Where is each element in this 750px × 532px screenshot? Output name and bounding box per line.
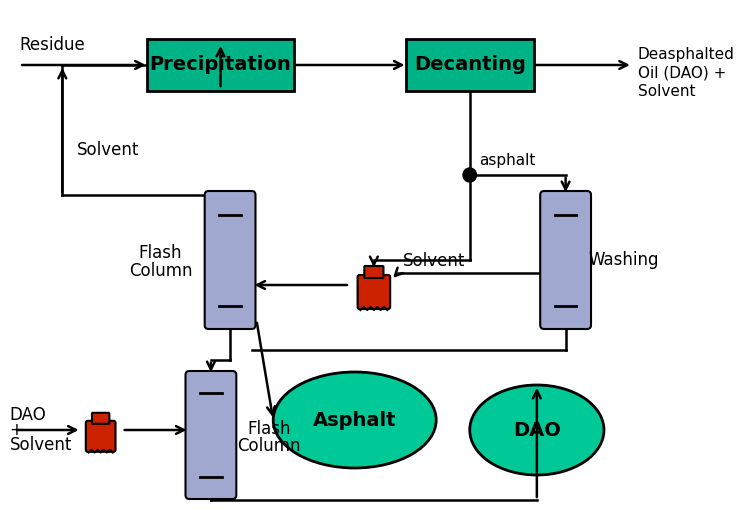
FancyBboxPatch shape	[364, 266, 383, 278]
FancyBboxPatch shape	[147, 39, 294, 91]
Ellipse shape	[470, 385, 604, 475]
Text: Residue: Residue	[20, 36, 85, 54]
Text: Flash: Flash	[139, 245, 182, 262]
FancyBboxPatch shape	[86, 421, 116, 452]
Text: Solvent: Solvent	[638, 84, 695, 98]
Text: DAO: DAO	[10, 406, 46, 424]
Text: +: +	[10, 421, 23, 439]
Text: Solvent: Solvent	[76, 141, 139, 159]
FancyBboxPatch shape	[205, 191, 256, 329]
Text: Asphalt: Asphalt	[313, 411, 397, 429]
Text: Precipitation: Precipitation	[149, 55, 291, 74]
Text: Oil (DAO) +: Oil (DAO) +	[638, 65, 726, 80]
Ellipse shape	[273, 372, 436, 468]
Text: Deasphalted: Deasphalted	[638, 47, 734, 62]
Circle shape	[463, 168, 476, 182]
Text: Solvent: Solvent	[10, 436, 72, 454]
FancyBboxPatch shape	[540, 191, 591, 329]
Text: Flash: Flash	[248, 420, 291, 438]
FancyBboxPatch shape	[92, 413, 110, 424]
Text: Column: Column	[129, 262, 192, 279]
Text: DAO: DAO	[513, 420, 561, 439]
FancyBboxPatch shape	[406, 39, 534, 91]
FancyBboxPatch shape	[358, 275, 390, 309]
Text: Washing: Washing	[588, 251, 658, 269]
Text: Decanting: Decanting	[414, 55, 526, 74]
FancyBboxPatch shape	[185, 371, 236, 499]
Text: Solvent: Solvent	[403, 252, 465, 270]
Text: Column: Column	[237, 437, 301, 455]
Text: asphalt: asphalt	[479, 153, 536, 168]
